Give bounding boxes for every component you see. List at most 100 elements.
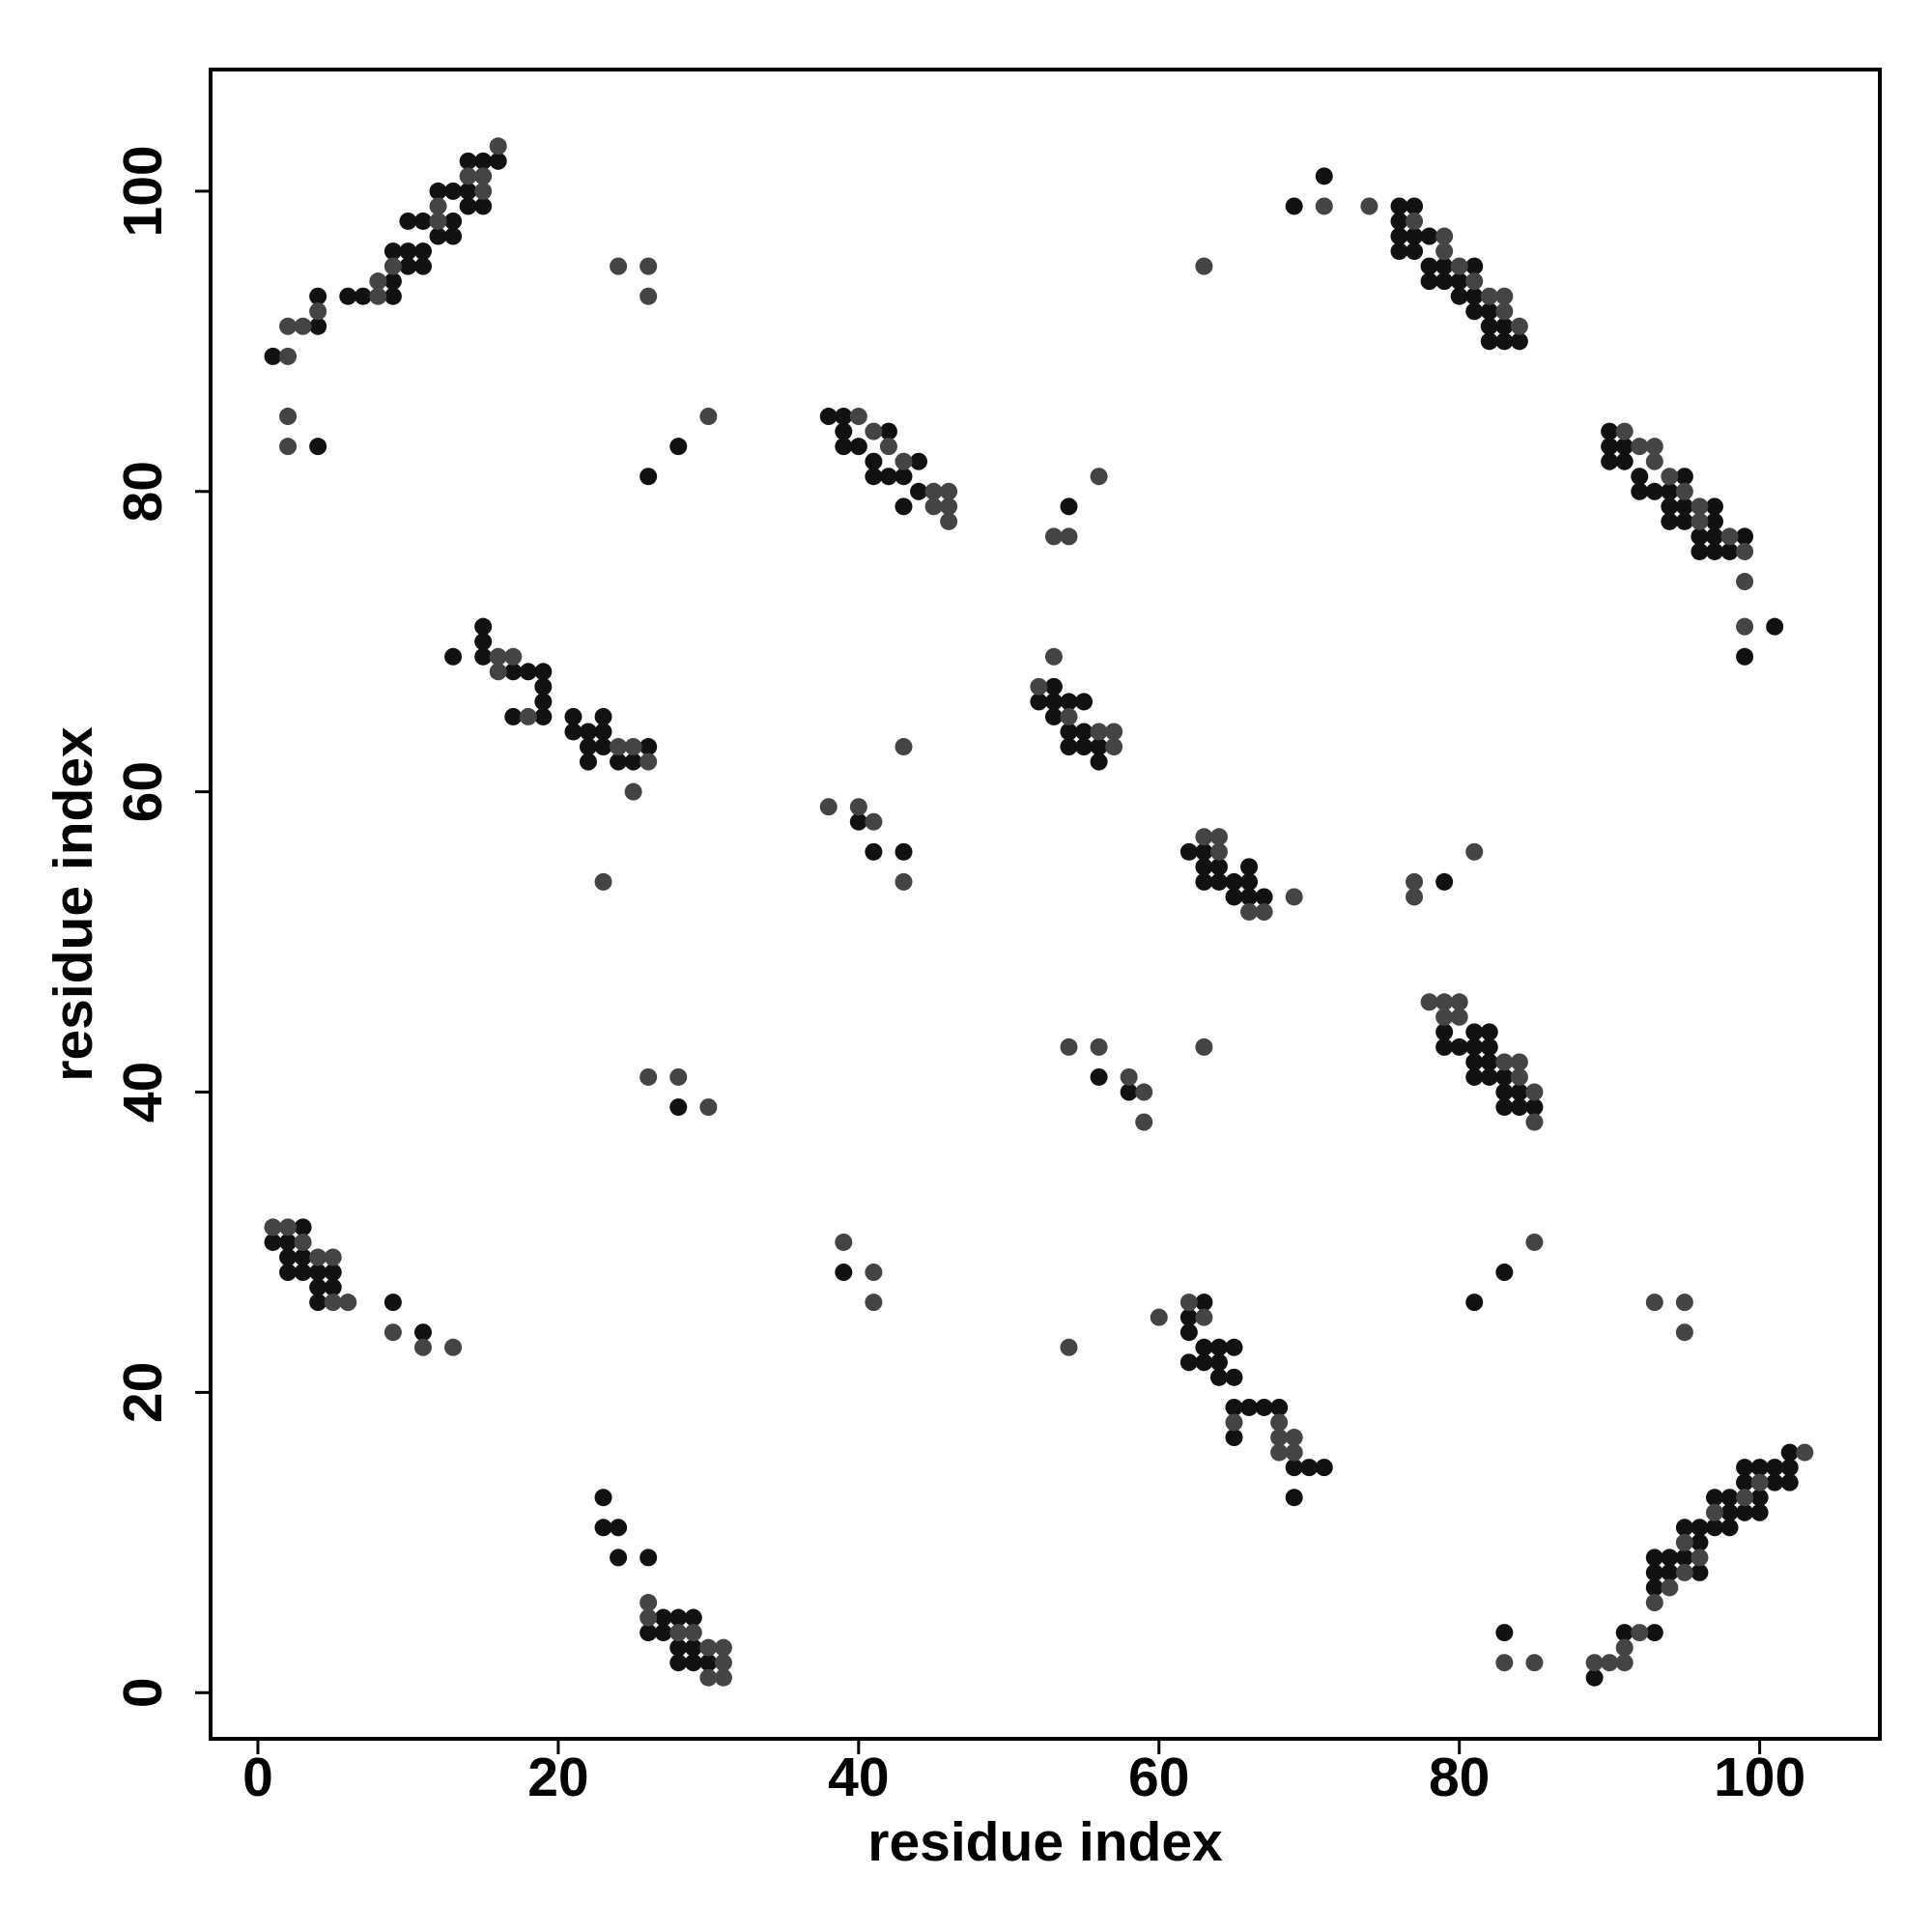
point — [579, 723, 597, 741]
point — [1480, 332, 1498, 351]
point — [384, 1323, 402, 1342]
point — [1675, 1519, 1693, 1537]
point — [459, 182, 477, 200]
point — [1645, 1624, 1663, 1642]
point — [1450, 287, 1468, 305]
point — [1675, 497, 1693, 516]
point — [309, 302, 327, 321]
point — [1120, 1067, 1138, 1086]
point — [1645, 1578, 1663, 1597]
point — [714, 1654, 732, 1672]
point — [1060, 707, 1078, 725]
x-tick-label: 20 — [527, 1747, 588, 1808]
point — [489, 137, 507, 156]
point — [684, 1608, 702, 1627]
point — [1209, 872, 1228, 891]
point — [1195, 1353, 1213, 1372]
point — [865, 422, 883, 440]
point — [1225, 1413, 1243, 1432]
point — [1240, 1398, 1259, 1416]
point — [1736, 527, 1754, 546]
point — [444, 212, 463, 230]
point — [579, 738, 597, 756]
point — [1465, 272, 1484, 291]
point — [1044, 693, 1063, 711]
point — [610, 1519, 628, 1537]
point — [1495, 332, 1514, 351]
point — [1645, 482, 1663, 500]
x-axis-title: residue index — [867, 1811, 1223, 1873]
point — [639, 1608, 658, 1627]
point — [264, 1233, 282, 1251]
point — [1240, 872, 1259, 891]
point — [294, 1248, 312, 1266]
point — [1450, 257, 1468, 275]
point — [714, 1638, 732, 1657]
point — [819, 798, 838, 816]
point — [1750, 1459, 1769, 1477]
x-tick-label: 100 — [1714, 1747, 1805, 1808]
point — [624, 738, 642, 756]
point — [1615, 1638, 1634, 1657]
point — [1631, 468, 1649, 486]
point — [1285, 888, 1303, 906]
point — [684, 1624, 702, 1642]
point — [1209, 858, 1228, 876]
point — [1090, 723, 1108, 741]
point — [399, 242, 417, 261]
y-tick-label: 60 — [112, 761, 174, 822]
point — [1615, 1654, 1634, 1672]
point — [669, 1608, 688, 1627]
point — [835, 422, 853, 440]
point — [1510, 317, 1528, 335]
point — [1135, 1083, 1153, 1101]
point — [1209, 842, 1228, 861]
point — [1675, 1323, 1693, 1342]
point — [1780, 1473, 1799, 1492]
point — [413, 1323, 432, 1342]
point — [459, 197, 477, 215]
point — [714, 1668, 732, 1687]
point — [654, 1608, 672, 1627]
point — [1720, 1503, 1739, 1521]
point — [1255, 888, 1273, 906]
point — [1601, 438, 1619, 456]
point — [1090, 1067, 1108, 1086]
point — [1270, 1398, 1289, 1416]
point — [610, 1548, 628, 1567]
point — [1495, 302, 1514, 321]
point — [1285, 197, 1303, 215]
point — [1690, 1548, 1709, 1567]
point — [1420, 272, 1438, 291]
point — [594, 1489, 612, 1507]
point — [369, 287, 387, 305]
point — [594, 1519, 612, 1537]
point — [519, 707, 537, 725]
point — [1435, 872, 1454, 891]
point — [309, 1278, 327, 1296]
point — [1465, 287, 1484, 305]
point — [1631, 482, 1649, 500]
plot-frame — [209, 68, 1882, 1741]
point — [1645, 1548, 1663, 1567]
point — [639, 287, 658, 305]
point — [1480, 1037, 1498, 1056]
point — [1465, 1053, 1484, 1071]
point — [413, 1338, 432, 1356]
point — [1615, 422, 1634, 440]
point — [534, 663, 553, 681]
point — [1420, 257, 1438, 275]
point — [279, 317, 298, 335]
point — [1090, 753, 1108, 771]
point — [1690, 542, 1709, 560]
point — [1585, 1668, 1604, 1687]
point — [1435, 227, 1454, 245]
point — [1675, 512, 1693, 530]
point — [895, 842, 913, 861]
point — [1195, 1308, 1213, 1326]
point — [1225, 872, 1243, 891]
point — [1315, 1459, 1333, 1477]
y-tick-label: 100 — [112, 145, 174, 237]
x-tick-label: 80 — [1429, 1747, 1490, 1808]
